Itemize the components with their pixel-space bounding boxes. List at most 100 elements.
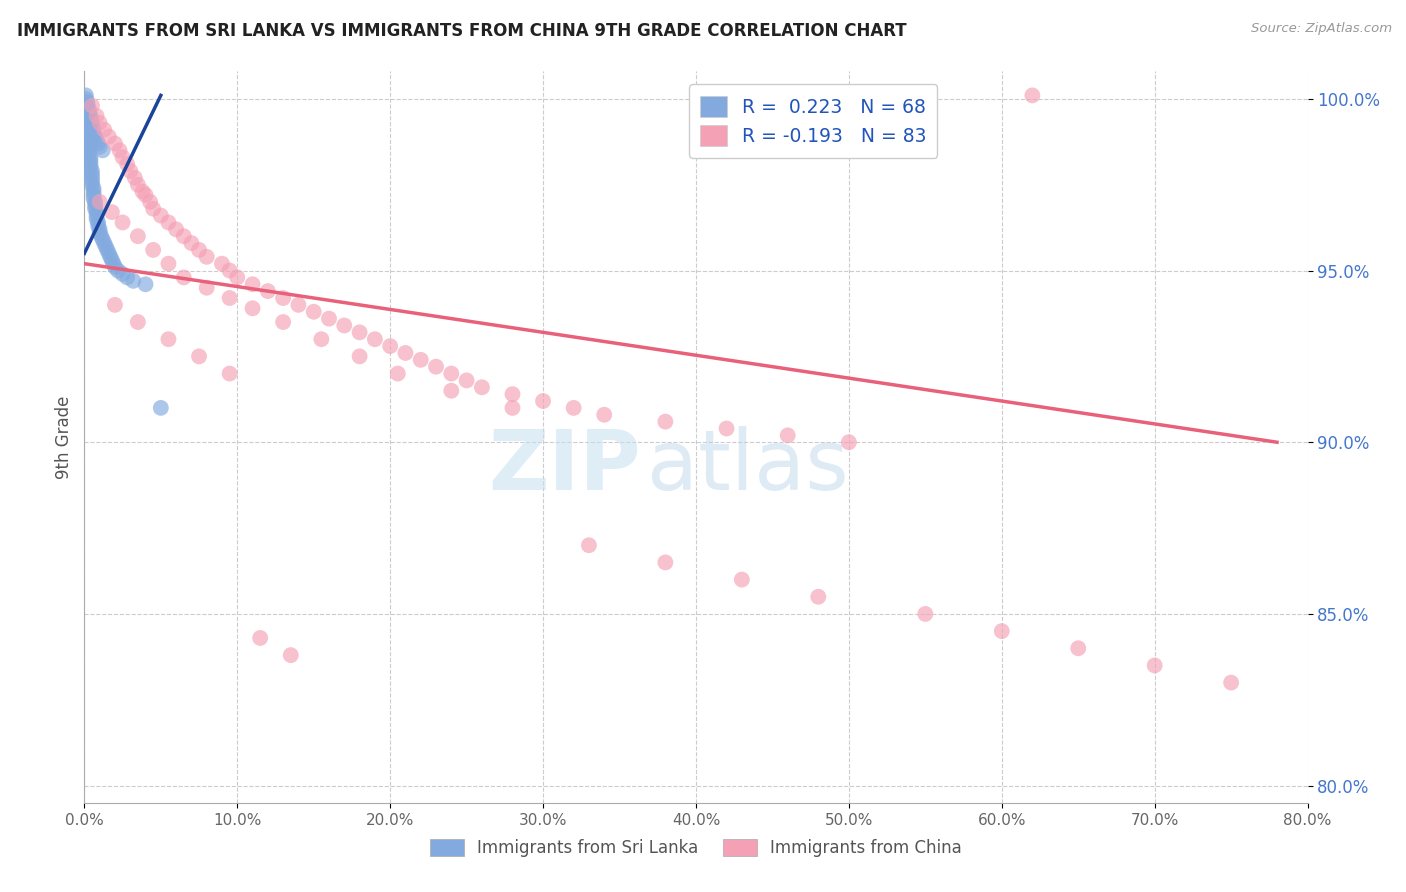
Point xyxy=(242,301,264,316)
Point xyxy=(91,233,114,247)
Point xyxy=(142,243,165,257)
Point xyxy=(242,277,264,292)
Point xyxy=(173,270,195,285)
Point xyxy=(76,120,98,134)
Point xyxy=(80,98,103,112)
Point xyxy=(103,257,125,271)
Point xyxy=(80,174,103,188)
Point xyxy=(79,112,101,127)
Point xyxy=(84,129,107,144)
Point xyxy=(149,209,172,223)
Point xyxy=(218,291,240,305)
Point xyxy=(188,243,211,257)
Point xyxy=(89,222,111,236)
Point xyxy=(165,222,187,236)
Point xyxy=(87,219,110,233)
Point xyxy=(75,92,97,106)
Point xyxy=(89,194,111,209)
Point xyxy=(1067,641,1090,656)
Point xyxy=(104,298,127,312)
Point xyxy=(108,144,131,158)
Legend: Immigrants from Sri Lanka, Immigrants from China: Immigrants from Sri Lanka, Immigrants fr… xyxy=(423,832,969,864)
Point xyxy=(578,538,600,552)
Point xyxy=(96,243,118,257)
Point xyxy=(218,367,240,381)
Point xyxy=(79,153,101,168)
Point xyxy=(271,315,294,329)
Point xyxy=(79,161,101,175)
Point xyxy=(440,367,463,381)
Point xyxy=(89,140,111,154)
Point xyxy=(157,257,180,271)
Point xyxy=(302,304,325,318)
Point xyxy=(188,350,211,364)
Y-axis label: 9th Grade: 9th Grade xyxy=(55,395,73,479)
Point xyxy=(387,367,409,381)
Point xyxy=(86,209,108,223)
Point xyxy=(83,122,105,136)
Point xyxy=(111,150,134,164)
Point xyxy=(311,332,333,346)
Point xyxy=(84,194,107,209)
Point xyxy=(90,229,112,244)
Point xyxy=(380,339,402,353)
Text: atlas: atlas xyxy=(647,425,849,507)
Point xyxy=(76,116,98,130)
Point xyxy=(131,185,153,199)
Point xyxy=(211,257,233,271)
Point xyxy=(776,428,799,442)
Point xyxy=(914,607,936,621)
Point xyxy=(77,133,100,147)
Point xyxy=(77,140,100,154)
Point xyxy=(807,590,830,604)
Point xyxy=(93,235,115,250)
Point xyxy=(654,556,676,570)
Point xyxy=(127,178,149,192)
Point xyxy=(86,212,108,227)
Point xyxy=(654,415,676,429)
Point xyxy=(76,129,98,144)
Point xyxy=(77,146,100,161)
Point xyxy=(218,263,240,277)
Point xyxy=(83,126,105,140)
Point xyxy=(79,150,101,164)
Point xyxy=(77,102,100,116)
Point xyxy=(139,194,162,209)
Point xyxy=(471,380,494,394)
Point xyxy=(86,109,108,123)
Point xyxy=(456,373,478,387)
Point xyxy=(120,164,142,178)
Point xyxy=(80,167,103,181)
Point xyxy=(249,631,271,645)
Point xyxy=(80,120,103,134)
Point xyxy=(157,215,180,229)
Point xyxy=(135,277,157,292)
Point xyxy=(173,229,195,244)
Point xyxy=(76,126,98,140)
Point xyxy=(349,326,371,340)
Point xyxy=(115,157,138,171)
Point xyxy=(409,352,432,367)
Point xyxy=(94,239,117,253)
Point xyxy=(101,205,124,219)
Point xyxy=(1021,88,1043,103)
Point xyxy=(135,188,157,202)
Point xyxy=(75,105,97,120)
Point xyxy=(79,109,101,123)
Point xyxy=(104,260,127,274)
Point xyxy=(84,202,107,216)
Point xyxy=(562,401,585,415)
Point xyxy=(83,188,105,202)
Point xyxy=(280,648,302,662)
Point xyxy=(93,122,115,136)
Point xyxy=(84,198,107,212)
Point xyxy=(333,318,356,333)
Point xyxy=(80,164,103,178)
Point xyxy=(79,157,101,171)
Point xyxy=(226,270,249,285)
Point xyxy=(716,421,738,435)
Point xyxy=(838,435,860,450)
Point xyxy=(77,105,100,120)
Point xyxy=(77,136,100,151)
Point xyxy=(731,573,754,587)
